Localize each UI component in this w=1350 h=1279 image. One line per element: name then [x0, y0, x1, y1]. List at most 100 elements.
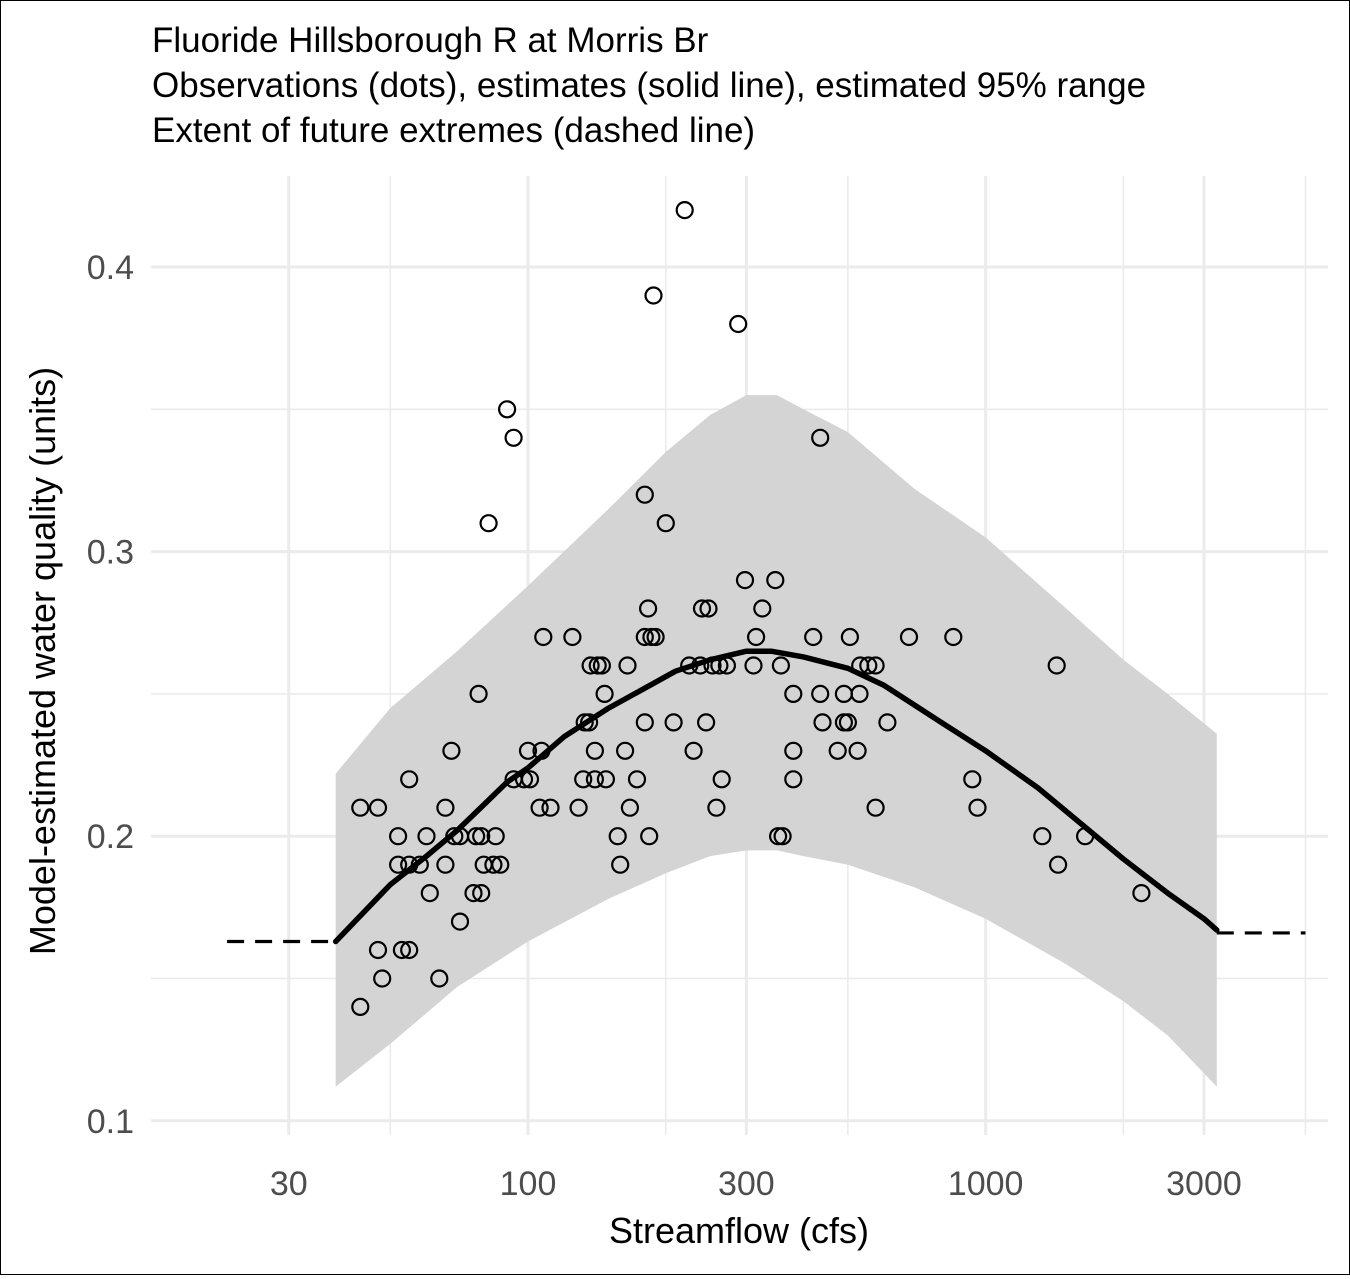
observation-point	[680, 656, 699, 675]
observation-point	[744, 656, 763, 675]
observation-point	[811, 684, 830, 704]
observation-point	[389, 855, 408, 874]
x-tick-label: 100	[500, 1165, 557, 1203]
observation-point	[712, 770, 731, 789]
observation-point	[699, 599, 718, 618]
observation-point	[828, 741, 847, 760]
observation-point	[467, 827, 486, 846]
observation-point	[1047, 656, 1066, 675]
y-axis-title: Model-estimated water quality (units)	[22, 367, 63, 955]
observation-point	[518, 741, 538, 760]
observation-point	[581, 656, 600, 675]
observation-point	[773, 827, 792, 846]
observation-point	[532, 741, 551, 760]
observation-point	[811, 428, 830, 447]
x-tick-label: 300	[718, 1165, 775, 1203]
observation-point	[1132, 883, 1151, 903]
observation-point	[766, 570, 785, 590]
observation-point	[784, 741, 803, 760]
observation-point	[400, 855, 419, 874]
observation-point	[417, 827, 436, 846]
x-axis-ticks: 30 100 300 1000 3000	[270, 1165, 1242, 1203]
title-line-1: Fluoride Hillsborough R at Morris Br	[152, 21, 709, 60]
title-line-3: Extent of future extremes (dashed line)	[152, 111, 755, 150]
future-extremes	[227, 931, 1306, 944]
observation-point	[684, 741, 703, 760]
observation-point	[491, 855, 510, 874]
observation-point	[618, 656, 637, 675]
observation-point	[520, 770, 540, 789]
observation-point	[595, 684, 614, 704]
x-tick-label: 3000	[1166, 1165, 1242, 1203]
observation-point	[445, 827, 464, 846]
observation-point	[1033, 827, 1052, 846]
observation-point	[753, 599, 772, 618]
observation-point	[703, 656, 722, 675]
y-tick-label: 0.4	[87, 249, 134, 287]
estimate-line-group	[332, 648, 1220, 945]
observation-point	[710, 656, 729, 675]
observation-point	[848, 741, 867, 760]
observation-point	[575, 713, 594, 732]
observation-point	[504, 428, 523, 447]
observation-point	[373, 969, 392, 988]
observation-point	[717, 656, 737, 675]
title-line-2: Observations (dots), estimates (solid li…	[152, 66, 1146, 105]
observation-point	[840, 627, 860, 647]
observation-point	[420, 883, 439, 903]
observation-point	[579, 713, 599, 732]
observation-point	[878, 713, 897, 732]
observation-point	[968, 798, 987, 817]
y-axis-ticks: 0.1 0.2 0.3 0.4	[87, 249, 134, 1141]
observation-point	[656, 514, 675, 533]
observation-point	[392, 940, 411, 960]
observation-point	[1048, 855, 1068, 874]
observation-point	[479, 514, 498, 533]
observation-point	[646, 627, 665, 647]
observation-point	[534, 627, 553, 647]
observation-point	[585, 770, 605, 789]
estimate-line	[332, 648, 1220, 945]
observation-point	[400, 940, 419, 960]
observation-point	[635, 627, 654, 647]
observation-point	[450, 912, 470, 931]
observation-point	[486, 827, 505, 846]
observation-point	[696, 713, 716, 732]
observation-point	[850, 684, 869, 704]
observation-point	[563, 627, 582, 647]
observation-point	[644, 286, 663, 305]
observation-point	[574, 770, 593, 789]
observation-point	[813, 713, 832, 732]
observation-point	[899, 627, 919, 647]
observation-point	[442, 741, 461, 760]
observation-point	[351, 997, 370, 1017]
observation-point	[596, 770, 616, 789]
observation-point	[635, 713, 654, 732]
observation-point	[627, 770, 647, 789]
observation-point	[1075, 827, 1095, 846]
y-tick-label: 0.2	[87, 818, 134, 856]
observation-point	[838, 713, 858, 732]
observation-point	[611, 855, 630, 874]
observation-point	[569, 798, 588, 817]
observation-point	[400, 770, 419, 789]
y-tick-label: 0.1	[87, 1103, 134, 1141]
observation-point	[484, 855, 503, 874]
observation-point	[351, 798, 370, 817]
observation-point	[866, 656, 885, 675]
observation-point	[608, 827, 627, 846]
observation-point	[768, 827, 788, 846]
observation-point	[707, 798, 726, 817]
observation-point	[410, 855, 429, 874]
observation-point	[691, 656, 710, 675]
observation-point	[804, 627, 823, 647]
observation-point	[859, 656, 878, 675]
observation-point	[944, 627, 963, 647]
observation-point	[389, 827, 408, 846]
observation-point	[635, 485, 654, 504]
chart-title: Fluoride Hillsborough R at Morris Br Obs…	[152, 21, 1146, 150]
observation-point	[664, 713, 683, 732]
observation-point	[735, 570, 755, 590]
x-tick-label: 30	[270, 1165, 308, 1203]
